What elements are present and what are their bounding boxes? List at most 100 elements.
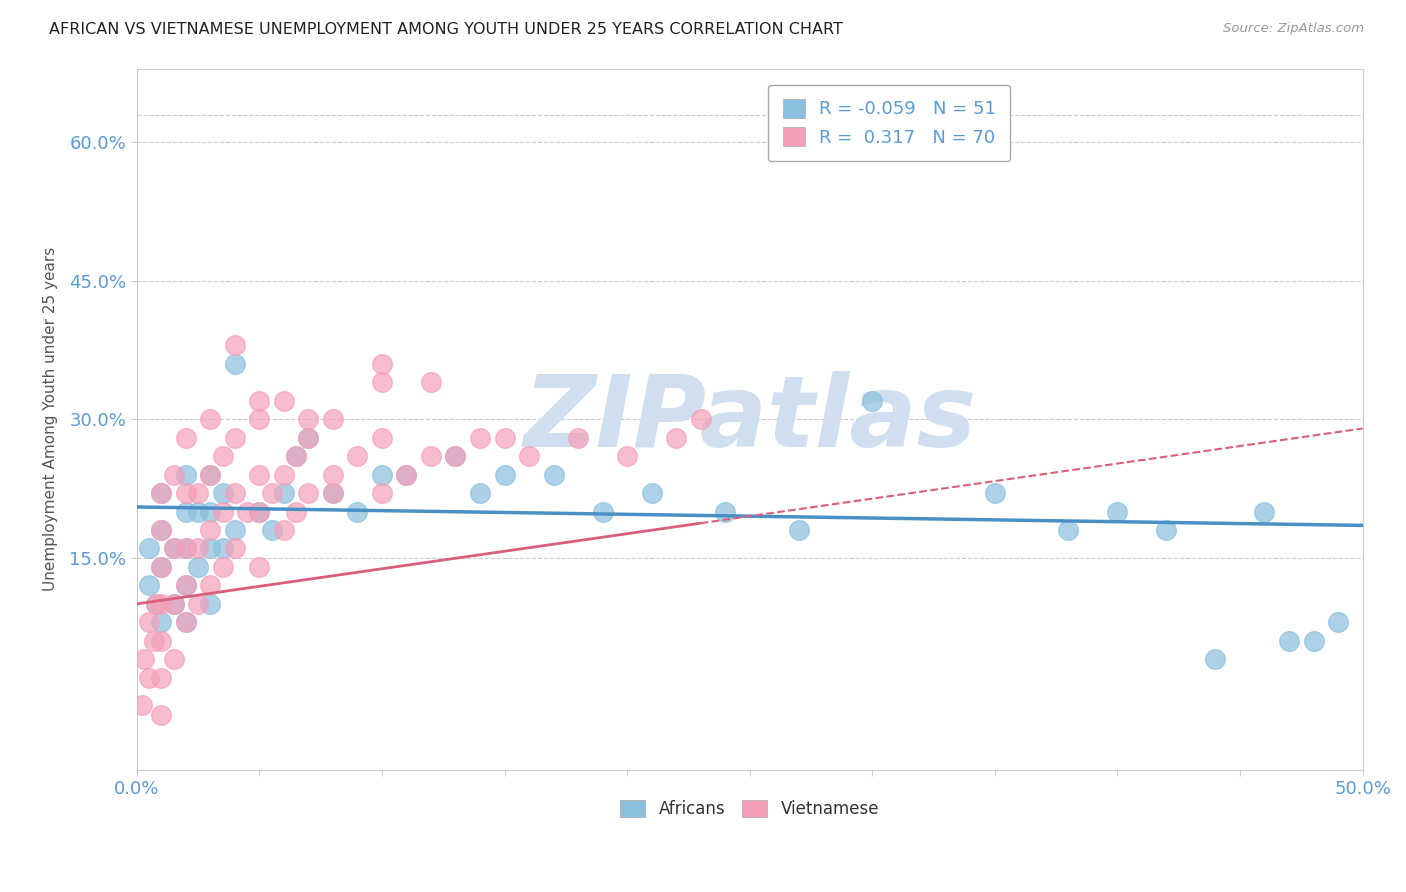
- Point: [517, 449, 540, 463]
- Point: [162, 597, 184, 611]
- Point: [468, 431, 491, 445]
- Point: [162, 597, 184, 611]
- Point: [260, 523, 283, 537]
- Point: [273, 486, 295, 500]
- Point: [150, 597, 173, 611]
- Point: [494, 467, 516, 482]
- Point: [174, 467, 197, 482]
- Point: [468, 486, 491, 500]
- Point: [1057, 523, 1080, 537]
- Point: [145, 597, 167, 611]
- Point: [150, 560, 173, 574]
- Point: [273, 523, 295, 537]
- Point: [138, 615, 160, 630]
- Point: [297, 431, 319, 445]
- Point: [860, 393, 883, 408]
- Point: [395, 467, 418, 482]
- Point: [371, 431, 394, 445]
- Legend: Africans, Vietnamese: Africans, Vietnamese: [614, 793, 886, 825]
- Point: [200, 523, 222, 537]
- Point: [224, 338, 246, 352]
- Point: [150, 560, 173, 574]
- Point: [200, 597, 222, 611]
- Point: [1204, 652, 1226, 666]
- Point: [150, 671, 173, 685]
- Point: [187, 597, 209, 611]
- Point: [200, 467, 222, 482]
- Point: [211, 504, 233, 518]
- Point: [592, 504, 614, 518]
- Point: [984, 486, 1007, 500]
- Point: [150, 615, 173, 630]
- Point: [247, 504, 270, 518]
- Point: [162, 541, 184, 556]
- Text: ZIPatlas: ZIPatlas: [523, 371, 976, 467]
- Point: [247, 467, 270, 482]
- Point: [200, 541, 222, 556]
- Point: [145, 597, 167, 611]
- Point: [247, 393, 270, 408]
- Point: [224, 541, 246, 556]
- Y-axis label: Unemployment Among Youth under 25 years: Unemployment Among Youth under 25 years: [44, 247, 58, 591]
- Point: [297, 431, 319, 445]
- Point: [297, 486, 319, 500]
- Point: [1278, 633, 1301, 648]
- Point: [224, 523, 246, 537]
- Point: [150, 486, 173, 500]
- Point: [273, 467, 295, 482]
- Point: [200, 578, 222, 592]
- Point: [174, 504, 197, 518]
- Point: [543, 467, 565, 482]
- Point: [162, 541, 184, 556]
- Point: [131, 698, 153, 713]
- Point: [187, 504, 209, 518]
- Point: [689, 412, 711, 426]
- Point: [174, 486, 197, 500]
- Point: [200, 467, 222, 482]
- Point: [297, 412, 319, 426]
- Point: [567, 431, 589, 445]
- Point: [174, 431, 197, 445]
- Point: [150, 523, 173, 537]
- Point: [134, 652, 156, 666]
- Text: AFRICAN VS VIETNAMESE UNEMPLOYMENT AMONG YOUTH UNDER 25 YEARS CORRELATION CHART: AFRICAN VS VIETNAMESE UNEMPLOYMENT AMONG…: [49, 22, 844, 37]
- Point: [494, 431, 516, 445]
- Point: [322, 412, 344, 426]
- Point: [322, 486, 344, 500]
- Point: [174, 615, 197, 630]
- Point: [420, 376, 443, 390]
- Point: [174, 541, 197, 556]
- Point: [174, 578, 197, 592]
- Point: [187, 541, 209, 556]
- Point: [1156, 523, 1178, 537]
- Point: [371, 357, 394, 371]
- Point: [346, 449, 368, 463]
- Point: [150, 707, 173, 722]
- Point: [273, 393, 295, 408]
- Point: [640, 486, 662, 500]
- Point: [247, 412, 270, 426]
- Point: [211, 449, 233, 463]
- Point: [616, 449, 638, 463]
- Point: [187, 560, 209, 574]
- Point: [285, 449, 308, 463]
- Point: [714, 504, 737, 518]
- Point: [1327, 615, 1350, 630]
- Point: [236, 504, 259, 518]
- Point: [1302, 633, 1324, 648]
- Point: [371, 467, 394, 482]
- Point: [150, 486, 173, 500]
- Point: [150, 523, 173, 537]
- Point: [162, 652, 184, 666]
- Point: [322, 467, 344, 482]
- Point: [200, 504, 222, 518]
- Point: [211, 560, 233, 574]
- Point: [665, 431, 688, 445]
- Point: [138, 578, 160, 592]
- Point: [142, 633, 165, 648]
- Point: [371, 376, 394, 390]
- Point: [174, 541, 197, 556]
- Point: [187, 486, 209, 500]
- Point: [346, 504, 368, 518]
- Point: [395, 467, 418, 482]
